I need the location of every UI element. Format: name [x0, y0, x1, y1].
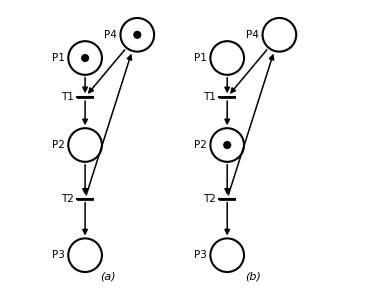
Text: P1: P1 — [194, 53, 207, 63]
Text: P1: P1 — [52, 53, 65, 63]
Text: T2: T2 — [61, 194, 74, 204]
Circle shape — [68, 41, 102, 75]
Bar — [219, 198, 235, 200]
Text: (a): (a) — [100, 271, 116, 281]
Circle shape — [81, 54, 89, 62]
Text: P4: P4 — [104, 30, 117, 40]
Bar — [77, 198, 93, 200]
Bar — [219, 96, 235, 98]
Text: (b): (b) — [245, 271, 261, 281]
Text: P4: P4 — [246, 30, 259, 40]
Text: T1: T1 — [61, 92, 74, 102]
Circle shape — [263, 18, 296, 52]
Circle shape — [210, 41, 244, 75]
Circle shape — [68, 238, 102, 272]
Circle shape — [223, 141, 231, 149]
Text: P3: P3 — [52, 250, 65, 260]
Text: P2: P2 — [194, 140, 207, 150]
Text: P2: P2 — [52, 140, 65, 150]
Circle shape — [210, 238, 244, 272]
Text: P3: P3 — [194, 250, 207, 260]
Circle shape — [210, 128, 244, 162]
Text: T1: T1 — [203, 92, 216, 102]
Text: T2: T2 — [203, 194, 216, 204]
Circle shape — [68, 128, 102, 162]
Circle shape — [133, 31, 141, 39]
Circle shape — [121, 18, 154, 52]
Bar — [77, 96, 93, 98]
